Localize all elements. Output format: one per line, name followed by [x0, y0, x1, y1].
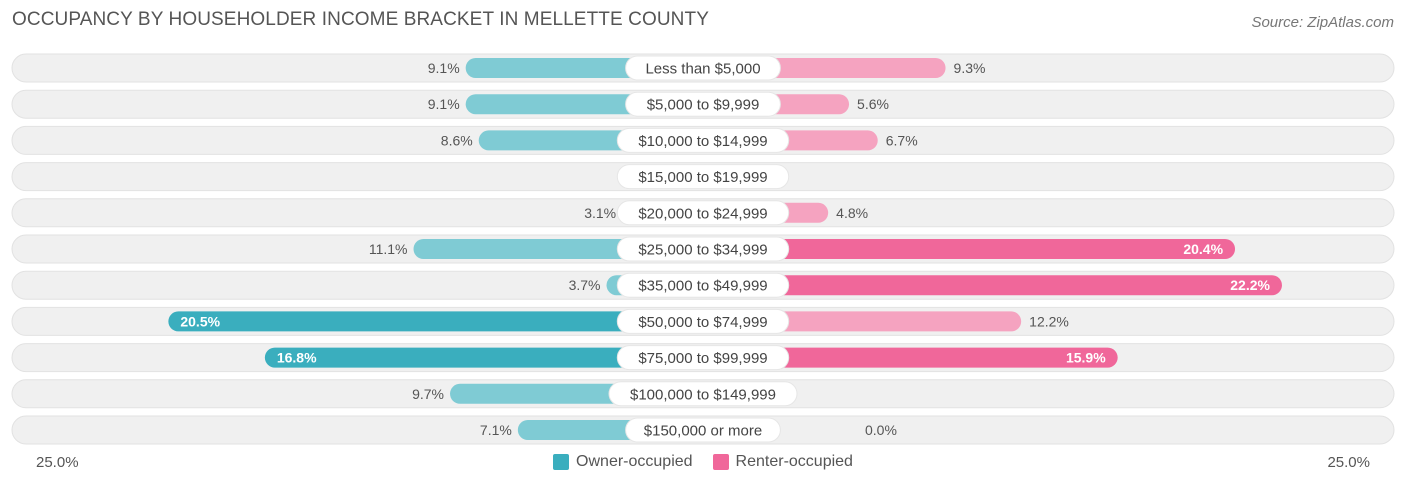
- category-label-pill: [608, 381, 798, 407]
- legend-item-renter: Renter-occupied: [712, 453, 853, 471]
- owner-value-label: 9.1%: [428, 96, 460, 112]
- category-label: $5,000 to $9,999: [647, 97, 760, 114]
- renter-value-label: 0.0%: [865, 422, 897, 438]
- category-label-pill: [625, 55, 781, 81]
- renter-value-label: 12.2%: [1029, 313, 1069, 329]
- category-label-pill: [616, 127, 790, 153]
- category-label: $150,000 or more: [644, 423, 762, 440]
- renter-bar: [703, 275, 1282, 296]
- owner-bar: [264, 347, 703, 368]
- category-label-pill: [616, 236, 790, 262]
- owner-bar: [168, 311, 704, 332]
- axis-right-label: 25.0%: [1327, 454, 1370, 471]
- renter-value-label: 5.6%: [857, 96, 889, 112]
- renter-value-label: 20.4%: [1183, 241, 1223, 257]
- owner-value-label: 16.8%: [277, 350, 317, 366]
- legend-swatch-renter: [712, 454, 729, 470]
- category-label-pill: [625, 417, 781, 443]
- category-label-pill: [616, 164, 790, 190]
- renter-value-label: 22.2%: [1230, 277, 1270, 293]
- owner-value-label: 7.1%: [480, 422, 512, 438]
- category-label-pill: [616, 272, 790, 298]
- source-credit: Source: ZipAtlas.com: [1251, 14, 1394, 31]
- owner-value-label: 11.1%: [369, 241, 408, 257]
- renter-value-label: 6.7%: [886, 132, 918, 148]
- category-label: $25,000 to $34,999: [638, 242, 767, 259]
- category-label: $10,000 to $14,999: [638, 133, 767, 150]
- chart-title: OCCUPANCY BY HOUSEHOLDER INCOME BRACKET …: [12, 9, 709, 30]
- owner-value-label: 9.1%: [428, 60, 460, 76]
- category-label-pill: [616, 308, 790, 334]
- category-label-pill: [616, 200, 790, 226]
- category-label: $15,000 to $19,999: [638, 169, 767, 186]
- renter-value-label: 9.3%: [954, 60, 986, 76]
- category-label: $20,000 to $24,999: [638, 205, 767, 222]
- category-label: $75,000 to $99,999: [638, 350, 767, 367]
- category-label-pill: [625, 91, 781, 117]
- owner-value-label: 20.5%: [180, 313, 220, 329]
- category-label: $35,000 to $49,999: [638, 278, 767, 295]
- category-label: $50,000 to $74,999: [638, 314, 767, 331]
- category-label: Less than $5,000: [645, 61, 760, 78]
- owner-value-label: 9.7%: [412, 386, 444, 402]
- legend: Owner-occupied Renter-occupied: [0, 453, 1406, 471]
- renter-value-label: 4.8%: [836, 205, 868, 221]
- renter-value-label: 15.9%: [1066, 350, 1106, 366]
- renter-bar: [703, 347, 1118, 368]
- legend-swatch-owner: [553, 454, 570, 470]
- owner-value-label: 3.1%: [584, 205, 616, 221]
- category-label: $100,000 to $149,999: [630, 386, 776, 403]
- owner-value-label: 8.6%: [441, 132, 473, 148]
- legend-label-owner: Owner-occupied: [576, 453, 693, 470]
- legend-item-owner: Owner-occupied: [553, 453, 693, 471]
- axis-left-label: 25.0%: [36, 454, 79, 471]
- renter-bar: [703, 239, 1236, 259]
- category-label-pill: [616, 345, 790, 371]
- owner-value-label: 3.7%: [569, 277, 601, 293]
- legend-label-renter: Renter-occupied: [735, 453, 853, 470]
